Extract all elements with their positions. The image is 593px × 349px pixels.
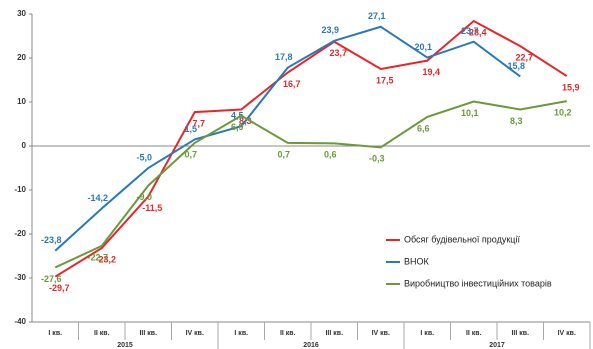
x-tick-label: I кв. [48, 330, 62, 337]
data-label: 17,8 [275, 52, 293, 62]
y-tick-label: 0 [22, 141, 27, 150]
data-label: 10,1 [461, 108, 479, 118]
data-label: 23,7 [329, 48, 347, 58]
data-label: -23,2 [95, 254, 116, 264]
data-label: 6,9 [231, 122, 244, 132]
legend-label: Виробництво інвестиційних товарів [404, 278, 552, 288]
x-tick-label: III кв. [139, 330, 157, 337]
data-label: -11,5 [142, 203, 162, 213]
x-tick-label: II кв. [94, 330, 110, 337]
data-label: 8,3 [510, 116, 523, 126]
y-tick-label: 20 [17, 53, 26, 62]
x-tick-label: I кв. [234, 330, 248, 337]
data-label: 15,9 [562, 82, 580, 92]
data-label: 10,2 [554, 107, 572, 117]
legend-label: ВНОК [404, 256, 430, 266]
x-group-label: 2016 [303, 342, 319, 349]
data-label: 1,5 [184, 124, 197, 134]
data-label: -27,6 [41, 274, 62, 284]
x-tick-label: IV кв. [558, 330, 576, 337]
y-tick-label: -10 [14, 185, 26, 194]
x-tick-label: II кв. [466, 330, 482, 337]
legend-label: Обсяг будівельної продукції [404, 234, 520, 244]
data-label: 23,7 [461, 26, 479, 36]
data-label: 7,7 [192, 118, 205, 128]
series-line [54, 19, 568, 278]
data-label: 17,5 [376, 75, 394, 85]
x-group-label: 2017 [489, 342, 505, 349]
data-label: 20,1 [414, 42, 432, 52]
data-label: 0,6 [324, 150, 337, 160]
data-label: 0,7 [184, 149, 197, 159]
x-tick-label: II кв. [280, 330, 296, 337]
data-label: 6,6 [417, 123, 430, 133]
data-label: 27,1 [368, 11, 386, 21]
data-label: -23,8 [41, 235, 62, 245]
series-line [54, 25, 521, 252]
x-tick-label: III кв. [325, 330, 343, 337]
x-tick-label: III кв. [511, 330, 529, 337]
y-tick-label: -30 [14, 273, 26, 282]
data-label: -22,7 [87, 252, 108, 262]
data-label: -14,2 [87, 193, 108, 203]
x-group-label: 2015 [117, 342, 133, 349]
y-tick-label: -20 [14, 229, 26, 238]
y-tick-label: 30 [17, 9, 26, 18]
data-label: 16,7 [283, 79, 301, 89]
series-line [54, 100, 567, 269]
data-label: -0,3 [369, 154, 385, 164]
y-tick-label: -40 [14, 317, 26, 326]
y-tick-label: 10 [17, 97, 26, 106]
x-tick-label: IV кв. [186, 330, 204, 337]
data-label: -29,7 [49, 283, 70, 293]
data-label: 4,5 [231, 111, 244, 121]
x-tick-label: I кв. [420, 330, 434, 337]
data-label: 22,7 [515, 52, 533, 62]
data-label: 15,8 [507, 61, 525, 71]
data-label: -9,0 [136, 192, 152, 202]
data-label: 19,4 [422, 67, 440, 77]
data-label: 0,7 [277, 149, 290, 159]
data-label: 28,4 [469, 27, 487, 37]
data-label: -5,0 [136, 152, 152, 162]
x-tick-label: IV кв. [372, 330, 390, 337]
data-label: 23,9 [321, 25, 339, 35]
